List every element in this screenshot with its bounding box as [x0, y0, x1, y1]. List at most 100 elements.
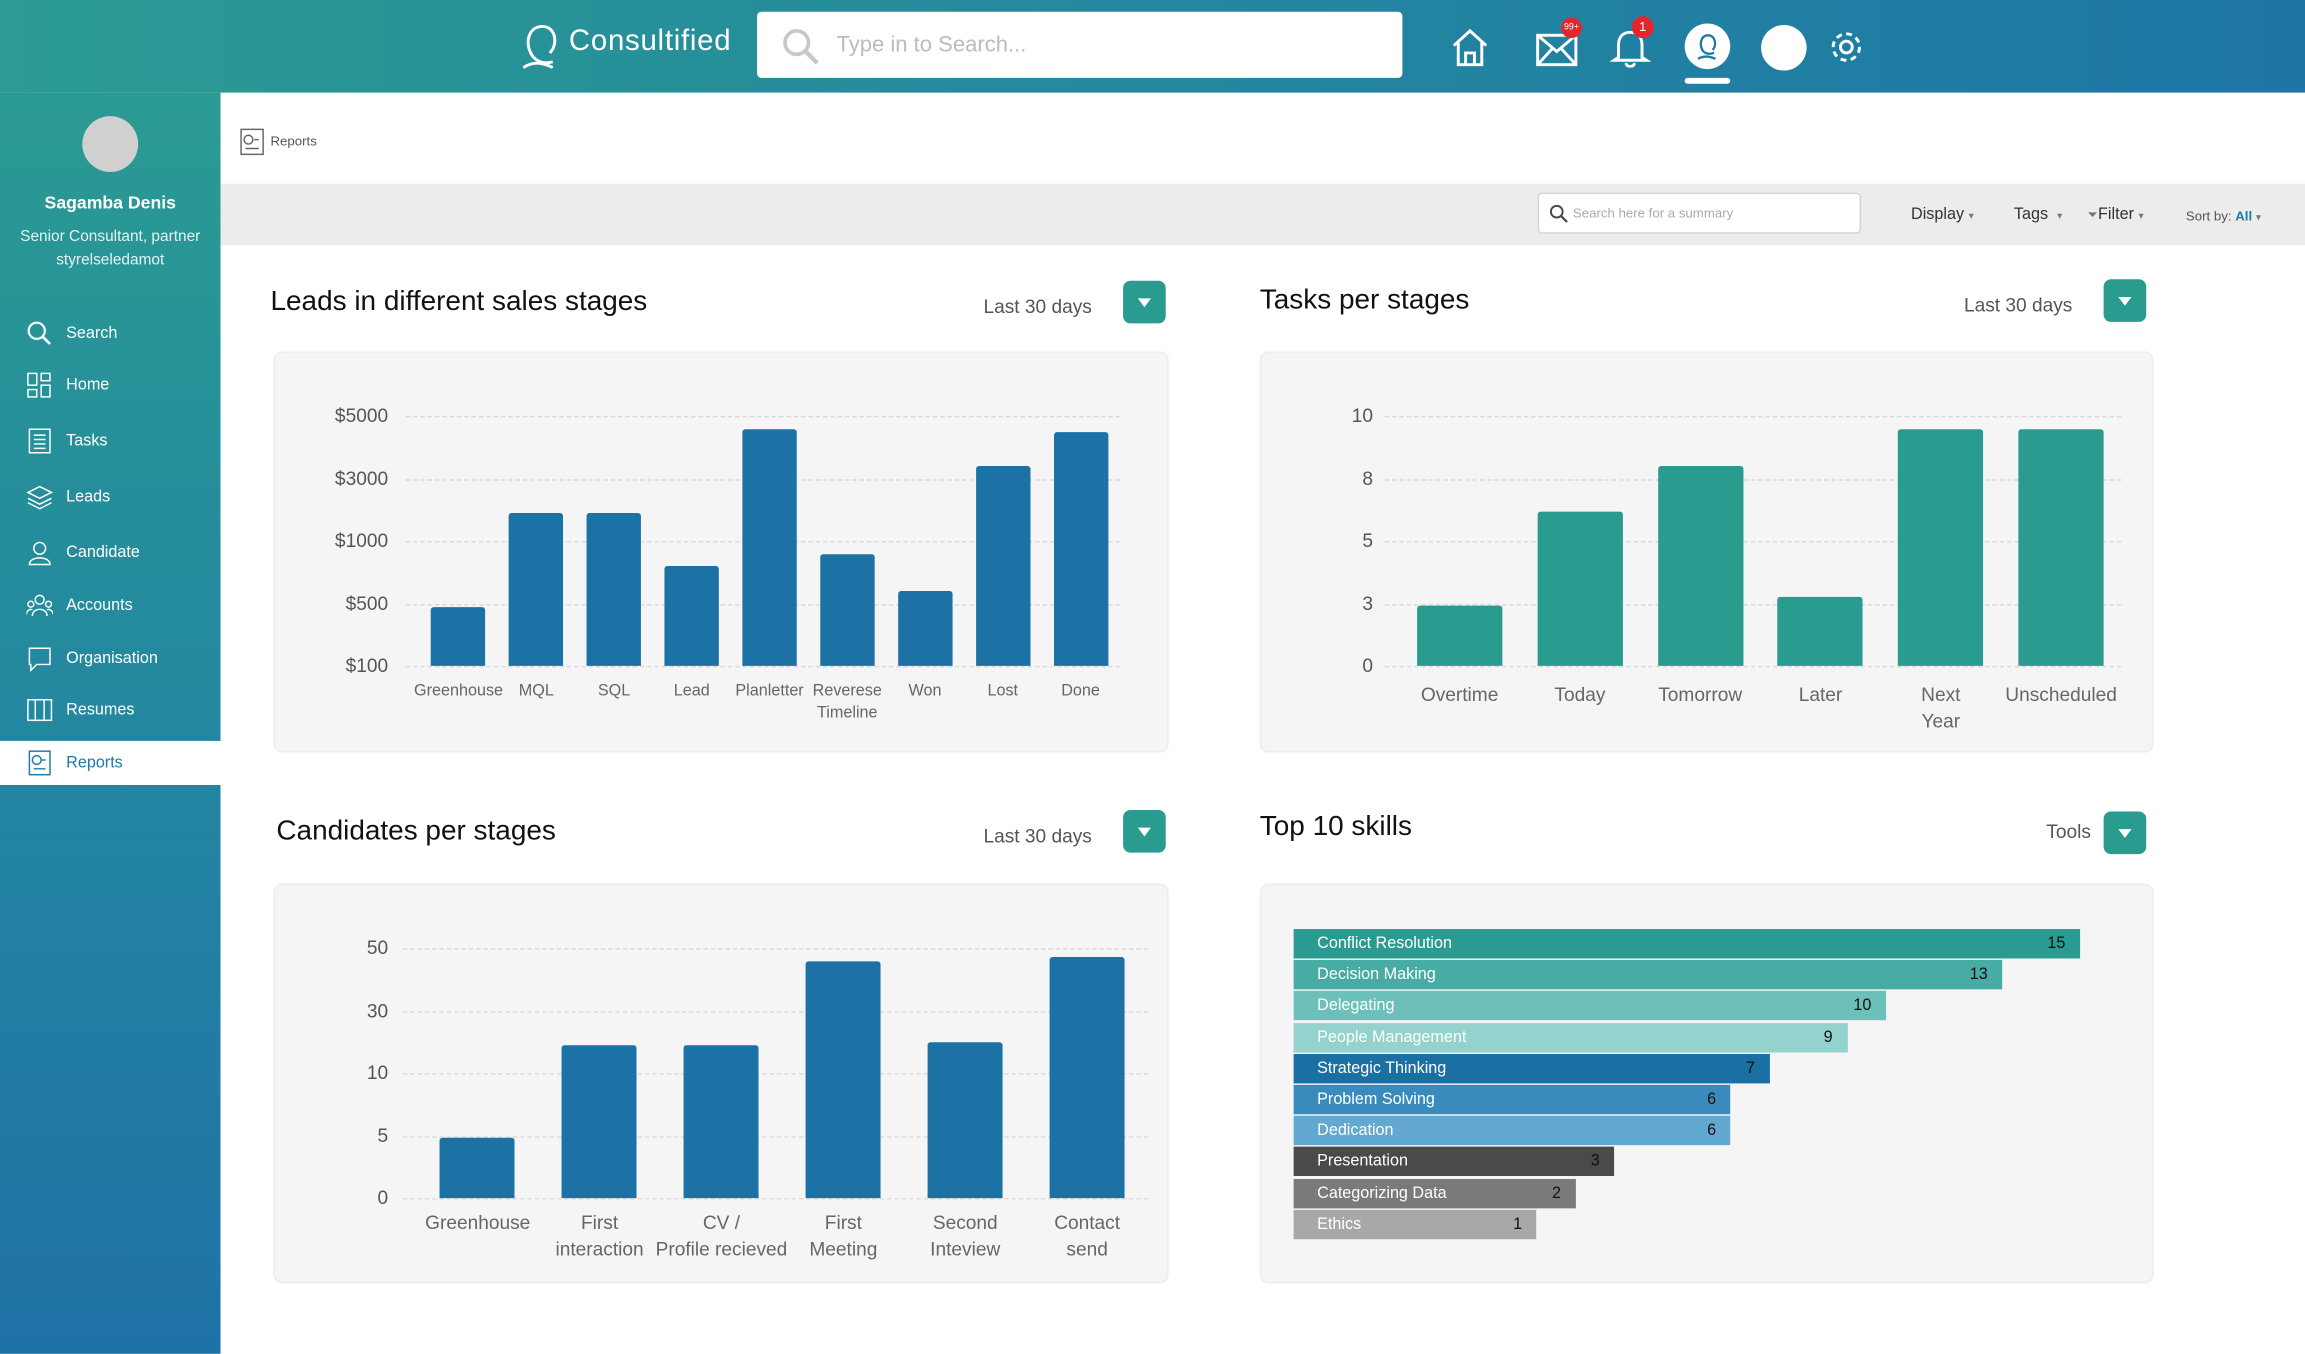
tags-menu[interactable]: Tags ▾ [2013, 205, 2063, 224]
period-dropdown[interactable] [2103, 811, 2147, 855]
y-tick-label: $500 [345, 591, 389, 614]
bar [1537, 511, 1623, 666]
tab-logo [1697, 34, 1717, 60]
period-dropdown[interactable] [2103, 279, 2147, 322]
nav-icon [28, 428, 51, 454]
grid-line [1384, 478, 2122, 480]
x-tick-label: Next Year [1921, 683, 1961, 733]
period-label: Last 30 days [983, 295, 1092, 318]
value-label: 6 [1707, 1090, 1717, 1109]
y-tick-label: 10 [1351, 404, 1374, 427]
home-icon[interactable] [1449, 26, 1490, 67]
reports-tab[interactable] [1684, 23, 1731, 70]
grid-line [1384, 603, 2122, 605]
bar [1293, 929, 2081, 959]
bar [1293, 1147, 1615, 1177]
bar [1777, 597, 1864, 666]
breadcrumb: Reports [270, 133, 317, 149]
brand-name: Consultified [568, 24, 732, 58]
sort-menu[interactable]: Sort by: All ▾ [2185, 208, 2262, 224]
x-tick-label: SQL [597, 682, 631, 700]
chart-title: Tasks per stages [1259, 285, 1470, 317]
bar [805, 960, 881, 1199]
sort-value: All [2235, 208, 2253, 224]
sidebar: Sagamba Denis Senior Consultant, partner… [0, 92, 221, 1354]
nav-item[interactable]: Reports [0, 740, 221, 785]
nav-item[interactable]: Candidate [0, 531, 221, 575]
nav-label: Home [66, 376, 110, 394]
filter-menu[interactable]: ⏷Filter ▾ [2087, 205, 2144, 224]
mail-badge: 99+ [1561, 17, 1582, 39]
nav-icon [26, 594, 53, 617]
x-tick-label: Greenhouse [425, 1211, 531, 1234]
value-label: 9 [1823, 1028, 1833, 1047]
bar [975, 465, 1030, 666]
y-tick-label: 5 [1362, 529, 1374, 552]
period-dropdown[interactable] [1123, 809, 1166, 853]
nav-item[interactable]: Accounts [0, 584, 221, 628]
user-role: Senior Consultant, partner styrelseledam… [20, 227, 201, 270]
period-dropdown[interactable] [1123, 280, 1166, 324]
grid-line [402, 1198, 1149, 1200]
search-icon [783, 29, 819, 65]
value-label: 15 [2047, 934, 2066, 953]
value-label: 7 [1745, 1059, 1755, 1078]
y-tick-label: 5 [377, 1123, 389, 1146]
grid-line [402, 1073, 1149, 1075]
tab-underline [1684, 77, 1731, 84]
nav-item[interactable]: Leads [0, 475, 221, 519]
user-avatar[interactable] [1761, 24, 1807, 71]
y-tick-label: 10 [366, 1061, 389, 1084]
nav-item[interactable]: Home [0, 363, 221, 407]
x-tick-label: Tomorrow [1658, 683, 1743, 706]
nav-icon [27, 698, 53, 722]
chart-title: Candidates per stages [276, 815, 556, 847]
y-tick-label: 0 [1362, 654, 1374, 677]
period-label: Last 30 days [983, 824, 1092, 847]
nav-icon [28, 647, 51, 672]
menu-label: Filter [2098, 205, 2134, 224]
x-tick-label: Reverese Timeline [812, 682, 882, 723]
menu-label: Tags [2013, 205, 2049, 224]
bell-icon[interactable] [1609, 26, 1651, 68]
period-label: Last 30 days [1963, 294, 2073, 317]
x-tick-label: Done [1061, 682, 1100, 700]
bell-badge: 1 [1631, 16, 1654, 39]
global-search[interactable]: Type in to Search... [757, 11, 1403, 78]
summary-search[interactable]: Search here for a summary [1537, 192, 1862, 234]
x-tick-label: Contact send [1054, 1211, 1121, 1261]
bar [1049, 957, 1125, 1199]
nav-icon [27, 321, 51, 345]
nav-label: Search [66, 324, 118, 343]
sort-label: Sort by: [2185, 208, 2232, 224]
bar [1293, 991, 1887, 1021]
nav-label: Organisation [66, 649, 158, 668]
nav-item[interactable]: Organisation [0, 637, 221, 681]
x-tick-label: Lost [987, 682, 1019, 700]
settings-icon[interactable] [1826, 26, 1867, 67]
nav-label: Tasks [66, 432, 108, 450]
bar [2018, 428, 2104, 666]
nav-item[interactable]: Search [0, 312, 221, 356]
mail-icon[interactable] [1535, 29, 1579, 67]
bar [1293, 1053, 1770, 1084]
menu-label: Display [1911, 205, 1965, 224]
nav-item[interactable]: Tasks [0, 419, 221, 463]
x-tick-label: Unscheduled [2005, 683, 2117, 706]
display-menu[interactable]: Display ▾ [1911, 205, 1974, 224]
search-placeholder: Search here for a summary [1572, 205, 1734, 221]
nav-item[interactable]: Resumes [0, 688, 221, 732]
grid-line [404, 416, 1120, 418]
bar [509, 512, 564, 666]
x-tick-label: MQL [518, 682, 554, 700]
bar [1898, 428, 1984, 666]
grid-line [1384, 416, 2122, 418]
x-tick-label: Won [908, 682, 942, 700]
user-name: Sagamba Denis [44, 192, 176, 214]
bar [440, 1138, 516, 1199]
x-tick-label: Lead [673, 682, 710, 700]
value-label: 13 [1969, 966, 1988, 984]
nav-label: Candidate [66, 543, 140, 562]
bar [1293, 1178, 1576, 1208]
